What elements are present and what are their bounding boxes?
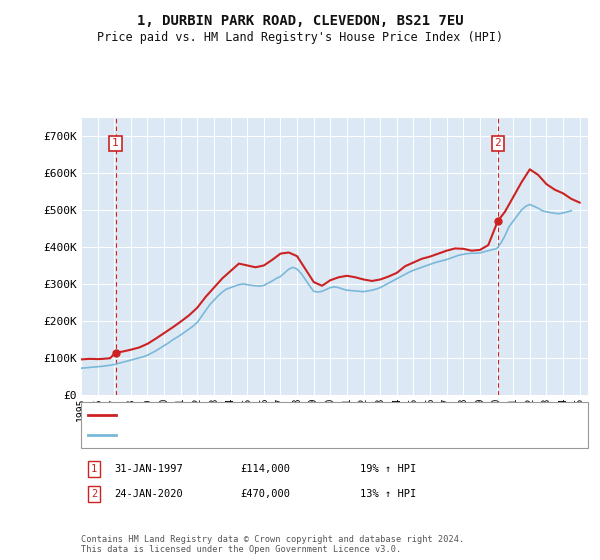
Text: £114,000: £114,000 — [240, 464, 290, 474]
Text: Price paid vs. HM Land Registry's House Price Index (HPI): Price paid vs. HM Land Registry's House … — [97, 31, 503, 44]
Text: HPI: Average price, detached house, North Somerset: HPI: Average price, detached house, Nort… — [120, 430, 414, 440]
Text: 2: 2 — [91, 489, 97, 499]
Text: 19% ↑ HPI: 19% ↑ HPI — [360, 464, 416, 474]
Text: 31-JAN-1997: 31-JAN-1997 — [114, 464, 183, 474]
Text: 1, DURBIN PARK ROAD, CLEVEDON, BS21 7EU (detached house): 1, DURBIN PARK ROAD, CLEVEDON, BS21 7EU … — [120, 410, 449, 420]
Text: 1: 1 — [91, 464, 97, 474]
Text: 13% ↑ HPI: 13% ↑ HPI — [360, 489, 416, 499]
Text: 1: 1 — [112, 138, 119, 148]
Text: 2: 2 — [494, 138, 501, 148]
Text: 1, DURBIN PARK ROAD, CLEVEDON, BS21 7EU: 1, DURBIN PARK ROAD, CLEVEDON, BS21 7EU — [137, 14, 463, 28]
Text: 24-JAN-2020: 24-JAN-2020 — [114, 489, 183, 499]
Text: £470,000: £470,000 — [240, 489, 290, 499]
Text: Contains HM Land Registry data © Crown copyright and database right 2024.
This d: Contains HM Land Registry data © Crown c… — [81, 535, 464, 554]
